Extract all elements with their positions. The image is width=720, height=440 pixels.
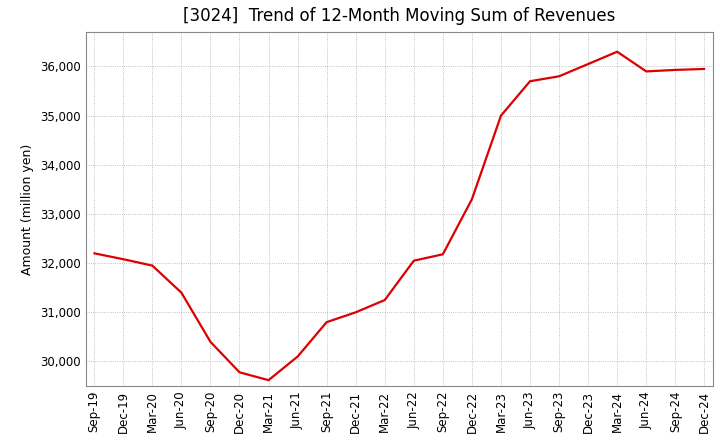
Y-axis label: Amount (million yen): Amount (million yen)	[22, 143, 35, 275]
Title: [3024]  Trend of 12-Month Moving Sum of Revenues: [3024] Trend of 12-Month Moving Sum of R…	[183, 7, 616, 25]
